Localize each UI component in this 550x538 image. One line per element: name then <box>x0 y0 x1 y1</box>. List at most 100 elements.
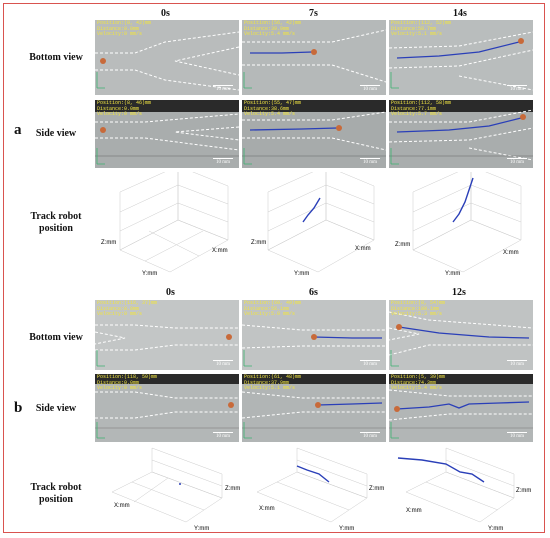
distance-text: Distance:56.1mm <box>244 305 290 312</box>
scale-bar: 10 mm <box>213 359 233 367</box>
z-axis-label: Z:mm <box>251 240 266 246</box>
position-text: Position:(56, 42)mm <box>244 20 302 26</box>
row-label-b-track: Track robot position <box>30 482 82 505</box>
z-axis-label: Z:mm <box>101 240 116 246</box>
velocity-text: Velocity:5.4 mm/s <box>244 111 296 118</box>
track-line <box>302 197 321 223</box>
scale-bar: 10 mm <box>507 84 527 92</box>
track-line <box>296 465 330 483</box>
track-plot-b-0: X:mm Y:mm Z:mm <box>98 446 240 532</box>
bottom-view-b-2: Position:(8, 54)mm Distance:109.1mm Veloci… <box>389 300 533 370</box>
distance-text: Distance:109.1mm <box>391 305 440 312</box>
distance-text: Distance:0.0mm <box>97 305 140 312</box>
row-label-a-bottom: Bottom view <box>29 52 83 63</box>
distance-text: Distance:37.9mm <box>244 379 290 386</box>
track-plot-b-1: X:mm Y:mm Z:mm <box>245 446 385 532</box>
velocity-text: Velocity:5.3 mm/s <box>391 311 443 318</box>
velocity-text: Velocity:5.0 mm/s <box>244 311 296 318</box>
x-axis-label: X:mm <box>259 506 275 512</box>
x-axis-label: X:mm <box>114 503 130 509</box>
scale-bar: 10 mm <box>360 84 380 92</box>
velocity-text: Velocity:5.1 mm/s <box>244 385 296 392</box>
distance-text: Distance:77.1mm <box>391 105 437 112</box>
row-label-b-side: Side view <box>35 403 77 414</box>
position-text: Position:(8, 42)mm <box>97 20 152 26</box>
y-axis-label: Y:mm <box>142 271 157 277</box>
side-view-a-0: Position:(8, 46)mm Distance:0.0mm Velocity… <box>95 100 239 168</box>
position-text: Position:(55, 47)mm <box>244 100 302 106</box>
time-label-b-1: 6s <box>309 287 318 298</box>
time-label-b-2: 12s <box>452 287 466 298</box>
bottom-view-a-1: Position:(56, 42)mm Distance:39.9mm Veloci… <box>242 20 386 95</box>
velocity-text: Velocity:5.1 mm/s <box>391 31 443 38</box>
bottom-view-a-2: Position:(112, 52)mm Distance:58.7mm Veloc… <box>389 20 533 95</box>
z-axis-label: Z:mm <box>369 486 384 492</box>
position-text: Position:(5, 39)mm <box>391 374 446 380</box>
scale-bar: 10 mm <box>507 359 527 367</box>
time-label-a-0: 0s <box>161 8 170 19</box>
track-plot-b-2: X:mm Y:mm Z:mm <box>392 446 534 532</box>
section-b-label: b <box>14 400 23 416</box>
row-label-a-side: Side view <box>35 128 77 139</box>
z-axis-label: Z:mm <box>225 486 240 492</box>
velocity-text: Velocity:0 mm/s <box>97 111 143 118</box>
time-label-b-0: 0s <box>166 287 175 298</box>
time-label-a-2: 14s <box>453 8 467 19</box>
track-point <box>179 483 181 485</box>
bottom-view-b-0: Position:(116, 37)mm Distance:0.0mm Veloci… <box>95 300 239 370</box>
track-line <box>397 457 485 483</box>
side-view-b-2: Position:(5, 39)mm Distance:74.3mm Velocit… <box>389 374 533 442</box>
distance-text: Distance:74.3mm <box>391 379 437 386</box>
y-axis-label: Y:mm <box>488 526 503 532</box>
track-plot-a-0: Z:mm X:mm Y:mm <box>100 165 240 277</box>
y-axis-label: Y:mm <box>194 526 209 532</box>
x-axis-label: X:mm <box>355 246 371 252</box>
scale-bar: 10 mm <box>213 157 233 165</box>
y-axis-label: Y:mm <box>294 271 309 277</box>
bottom-view-b-1: Position:(60, 40)mm Distance:56.1mm Veloci… <box>242 300 386 370</box>
bottom-view-a-0: Position:(8, 42)mm Distance:0.0mm Velocity… <box>95 20 239 95</box>
velocity-text: Velocity:0 mm/s <box>97 385 143 392</box>
scale-bar: 10 mm <box>507 431 527 439</box>
side-view-b-1: Position:(61, 48)mm Distance:37.9mm Veloci… <box>242 374 386 442</box>
z-axis-label: Z:mm <box>516 488 531 494</box>
distance-text: Distance:0.0mm <box>97 105 140 112</box>
figure-frame <box>3 3 545 533</box>
distance-text: Distance:0.0mm <box>97 379 140 386</box>
y-axis-label: Y:mm <box>445 271 460 277</box>
distance-text: Distance:0.0mm <box>97 25 140 32</box>
scale-bar: 10 mm <box>360 431 380 439</box>
scale-bar: 10 mm <box>213 431 233 439</box>
row-label-b-bottom: Bottom view <box>29 332 83 343</box>
position-text: Position:(112, 58)mm <box>391 100 452 106</box>
distance-text: Distance:38.6mm <box>244 105 290 112</box>
track-plot-a-1: X:mm Y:mm Z:mm <box>250 165 385 277</box>
position-text: Position:(116, 37)mm <box>97 300 158 306</box>
side-view-b-0: Position:(118, 50)mm Distance:0.0mm Veloci… <box>95 374 239 442</box>
scale-bar: 10 mm <box>360 359 380 367</box>
time-label-a-1: 7s <box>309 8 318 19</box>
side-view-a-2: Position:(112, 58)mm Distance:77.1mm Veloc… <box>389 100 533 168</box>
scale-bar: 10 mm <box>360 157 380 165</box>
z-axis-label: Z:mm <box>395 242 410 248</box>
side-view-a-1: Position:(55, 47)mm Distance:38.6mm Veloci… <box>242 100 386 168</box>
row-label-a-track: Track robot position <box>30 211 82 234</box>
distance-text: Distance:39.9mm <box>244 25 290 32</box>
position-text: Position:(118, 50)mm <box>97 374 158 380</box>
x-axis-label: X:mm <box>503 250 519 256</box>
position-text: Position:(60, 40)mm <box>244 300 302 306</box>
position-text: Position:(61, 48)mm <box>244 374 302 380</box>
position-text: Position:(8, 54)mm <box>391 300 446 306</box>
position-text: Position:(8, 46)mm <box>97 100 152 106</box>
velocity-text: Velocity:5.7 mm/s <box>391 111 443 118</box>
velocity-text: Velocity:5.4 mm/s <box>391 385 443 392</box>
track-line <box>452 177 474 223</box>
x-axis-label: X:mm <box>406 508 422 514</box>
section-a-label: a <box>14 122 22 138</box>
y-axis-label: Y:mm <box>339 526 354 532</box>
distance-text: Distance:58.7mm <box>391 25 437 32</box>
scale-bar: 10 mm <box>213 84 233 92</box>
velocity-text: Velocity:0 mm/s <box>97 311 143 318</box>
x-axis-label: X:mm <box>212 248 228 254</box>
scale-bar: 10 mm <box>507 157 527 165</box>
